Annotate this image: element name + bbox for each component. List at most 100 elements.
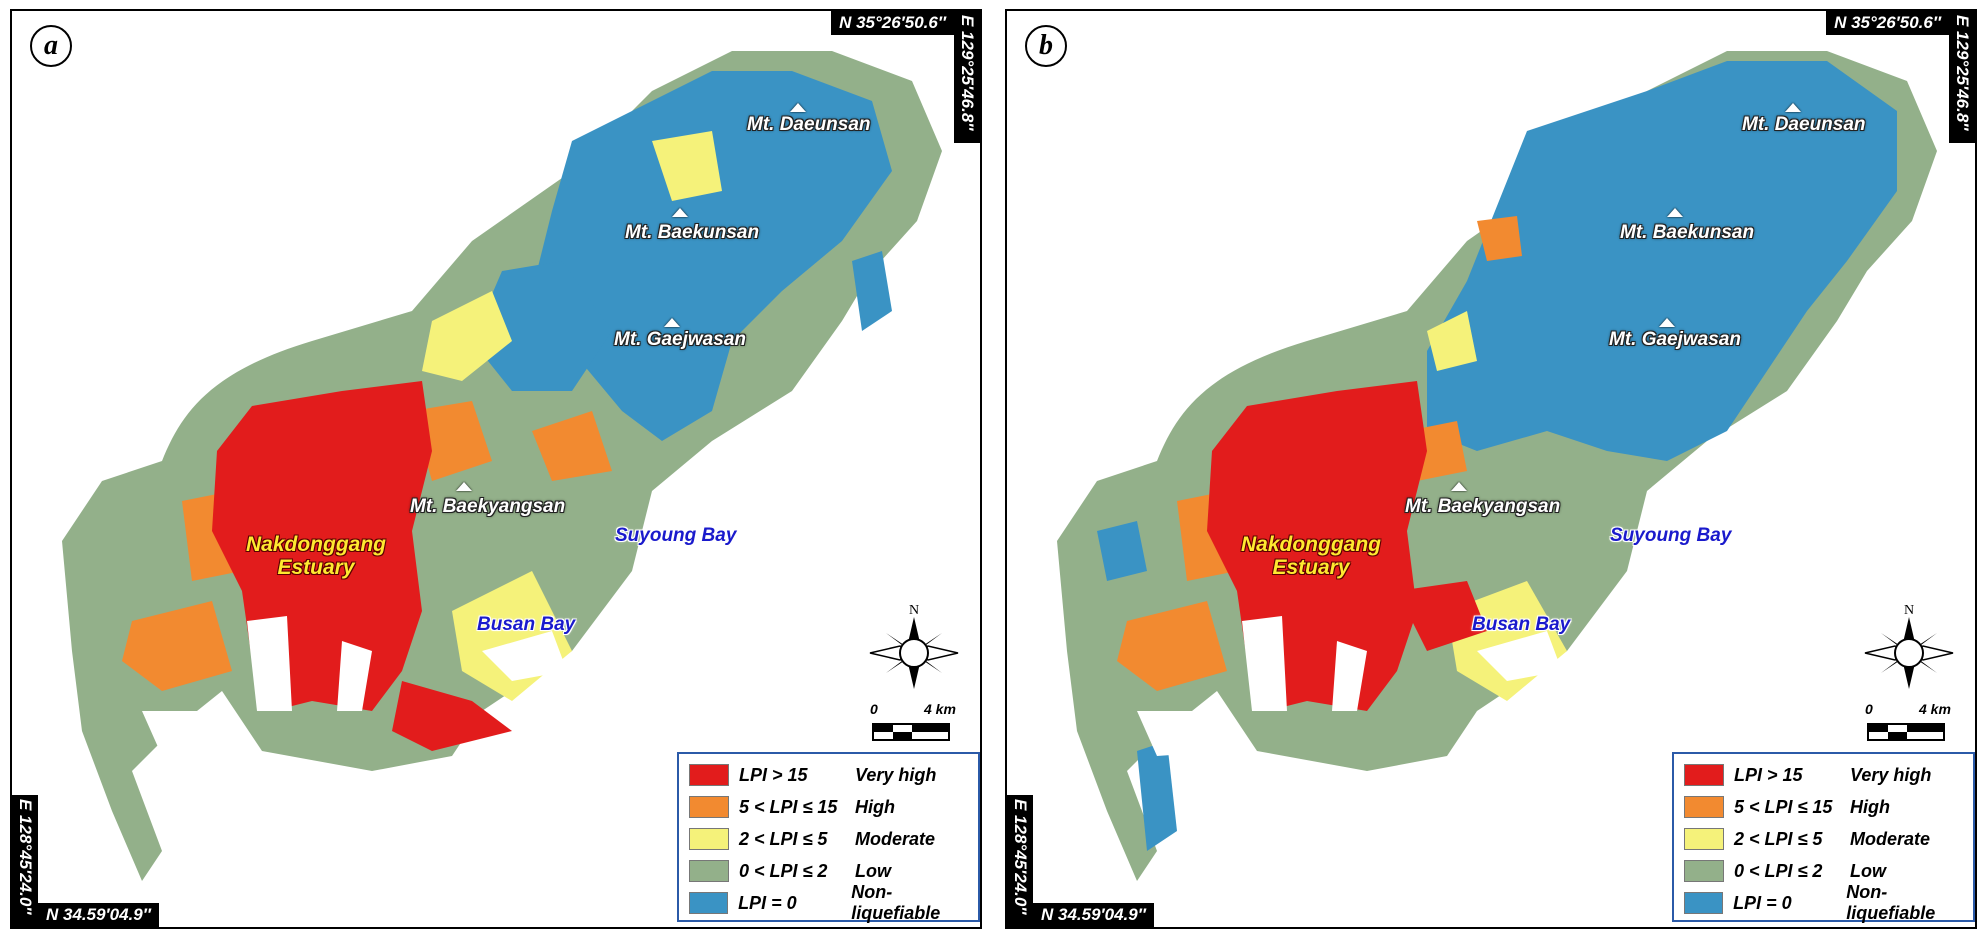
mountain-peak-icon	[664, 318, 680, 327]
label-mt-baekunsan: Mt. Baekunsan	[1620, 222, 1755, 243]
label-nakdonggang-line1: Nakdonggang	[1241, 533, 1381, 556]
region-blue	[1427, 61, 1897, 461]
legend-swatch	[1684, 764, 1724, 786]
water	[1137, 616, 1562, 756]
north-arrow-icon: N	[1864, 603, 1954, 689]
scale-bar-start: 0	[870, 701, 878, 717]
legend-range: LPI > 15	[1734, 764, 1803, 785]
top-right-longitude: E 129°25′46.8″	[958, 15, 977, 131]
bottom-left-latitude: N 34.59′04.9″	[1033, 903, 1154, 927]
scale-bar: 0 4 km	[862, 701, 957, 749]
legend-range: LPI > 15	[739, 764, 808, 785]
top-right-longitude-box: E 129°25′46.8″	[954, 11, 980, 143]
label-mt-baekyangsan: Mt. Baekyangsan	[410, 496, 566, 517]
legend-row-low: 0 < LPI ≤ 2 Low	[689, 855, 978, 887]
scale-bar-graphic	[872, 723, 950, 741]
bottom-left-longitude: E 128°45′24.0″	[16, 799, 35, 915]
bottom-left-longitude-box: E 128°45′24.0″	[12, 795, 38, 927]
mountain-peak-icon	[456, 482, 472, 491]
legend-swatch	[689, 892, 729, 914]
mountain-peak-icon	[1451, 482, 1467, 491]
bottom-left-longitude-box: E 128°45′24.0″	[1007, 795, 1033, 927]
label-suyoung-bay: Suyoung Bay	[1610, 525, 1732, 546]
legend-swatch	[1684, 892, 1724, 914]
legend-class: Low	[855, 860, 891, 881]
liquefaction-map-a	[62, 51, 942, 881]
region-blue	[532, 71, 892, 441]
legend-class: Low	[1850, 860, 1886, 881]
region-red	[392, 681, 512, 751]
legend-row-moderate: 2 < LPI ≤ 5 Moderate	[1684, 823, 1973, 855]
scale-bar-end: 4 km	[1919, 701, 1951, 717]
legend-class: Non-liquefiable	[851, 882, 941, 923]
region-orange	[532, 411, 612, 481]
legend-range: 5 < LPI ≤ 15	[1734, 796, 1833, 817]
label-busan-bay: Busan Bay	[477, 614, 576, 635]
legend: LPI > 15 Very high 5 < LPI ≤ 15 High 2 <…	[1672, 752, 1975, 923]
legend-swatch	[1684, 860, 1724, 882]
legend-class: Moderate	[1850, 828, 1931, 849]
scale-bar-start: 0	[1865, 701, 1873, 717]
region-blue	[472, 261, 612, 391]
legend-class: Moderate	[855, 828, 936, 849]
legend-range: 2 < LPI ≤ 5	[739, 828, 828, 849]
legend-row-non-liquefiable: LPI = 0 Non-liquefiable	[689, 882, 978, 923]
water	[142, 616, 567, 756]
panel-letter: a	[30, 25, 72, 67]
top-right-longitude-box: E 129°25′46.8″	[1949, 11, 1975, 143]
liquefaction-map-b	[1057, 51, 1937, 881]
legend-range: 5 < LPI ≤ 15	[739, 796, 838, 817]
mountain-peak-icon	[1659, 318, 1675, 327]
legend-range: 0 < LPI ≤ 2	[1734, 860, 1823, 881]
mountain-peak-icon	[1785, 103, 1801, 112]
legend-swatch	[689, 860, 729, 882]
label-mt-baekyangsan: Mt. Baekyangsan	[1405, 496, 1561, 517]
label-busan-bay: Busan Bay	[1472, 614, 1571, 635]
panel-letter: b	[1025, 25, 1067, 67]
mountain-peak-icon	[790, 103, 806, 112]
label-nakdonggang-line2: Estuary	[277, 556, 355, 579]
legend-class: High	[855, 796, 895, 817]
region-red	[1397, 581, 1487, 651]
map-panel-b: b N 35°26′50.6″ E 129°25′46.8″ N 34.59′0…	[1005, 9, 1977, 929]
bottom-left-latitude: N 34.59′04.9″	[38, 903, 159, 927]
legend-row-very-high: LPI > 15 Very high	[689, 759, 978, 791]
region-yellow	[422, 291, 512, 381]
legend-range: 0 < LPI ≤ 2	[739, 860, 828, 881]
region-blue	[1137, 741, 1177, 851]
legend-swatch	[1684, 828, 1724, 850]
label-nakdonggang-line2: Estuary	[1272, 556, 1350, 579]
legend-range: 2 < LPI ≤ 5	[1734, 828, 1823, 849]
scale-bar-graphic	[1867, 723, 1945, 741]
region-orange	[1477, 216, 1522, 261]
label-nakdonggang-estuary: Nakdonggang Estuary	[1241, 533, 1381, 579]
north-arrow-label: N	[1904, 603, 1914, 618]
label-mt-baekunsan: Mt. Baekunsan	[625, 222, 760, 243]
region-yellow	[652, 131, 722, 201]
legend-swatch	[689, 796, 729, 818]
legend-class: High	[1850, 796, 1890, 817]
label-mt-daeunsan: Mt. Daeunsan	[747, 114, 871, 135]
label-nakdonggang-line1: Nakdonggang	[246, 533, 386, 556]
legend: LPI > 15 Very high 5 < LPI ≤ 15 High 2 <…	[677, 752, 980, 923]
legend-swatch	[689, 828, 729, 850]
label-mt-daeunsan: Mt. Daeunsan	[1742, 114, 1866, 135]
top-right-latitude: N 35°26′50.6″	[831, 11, 954, 35]
north-arrow-icon: N	[869, 603, 959, 689]
legend-range: LPI = 0	[738, 892, 797, 913]
region-orange	[412, 401, 492, 481]
legend-class: Very high	[1850, 764, 1932, 785]
label-mt-gaejwasan: Mt. Gaejwasan	[1609, 329, 1741, 350]
legend-swatch	[689, 764, 729, 786]
region-orange	[1117, 601, 1227, 691]
legend-row-moderate: 2 < LPI ≤ 5 Moderate	[689, 823, 978, 855]
north-arrow-label: N	[909, 603, 919, 618]
bottom-left-longitude: E 128°45′24.0″	[1011, 799, 1030, 915]
region-blue	[852, 251, 892, 331]
mountain-peak-icon	[1667, 208, 1683, 217]
region-orange	[122, 601, 232, 691]
top-right-longitude: E 129°25′46.8″	[1953, 15, 1972, 131]
legend-swatch	[1684, 796, 1724, 818]
label-mt-gaejwasan: Mt. Gaejwasan	[614, 329, 746, 350]
label-suyoung-bay: Suyoung Bay	[615, 525, 737, 546]
